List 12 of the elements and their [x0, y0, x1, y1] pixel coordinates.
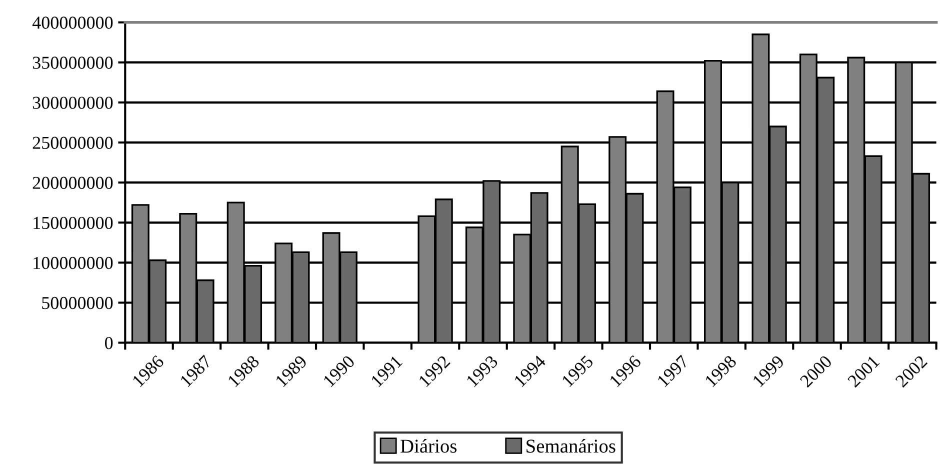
y-tick-label: 250000000 — [32, 136, 113, 149]
x-tick-label: 1991 — [370, 355, 403, 388]
y-tick-label: 100000000 — [34, 256, 113, 270]
y-tick-label: 150000000 — [34, 216, 113, 230]
y-tick-label: 0 — [105, 336, 113, 350]
y-tick-label: 200000000 — [32, 176, 113, 189]
legend-label: Diários — [400, 439, 457, 453]
y-tick-label: 350000000 — [32, 56, 113, 69]
y-tick-label: 400000000 — [32, 16, 113, 29]
y-tick-label: 50000000 — [42, 296, 113, 310]
legend-label: Semanários — [526, 439, 616, 453]
y-tick-label: 300000000 — [32, 96, 113, 109]
